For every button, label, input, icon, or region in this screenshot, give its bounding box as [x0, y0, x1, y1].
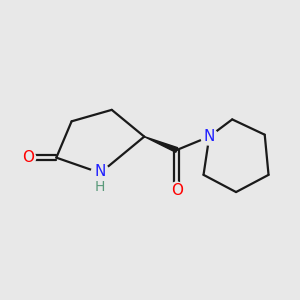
Text: O: O: [22, 150, 34, 165]
Text: N: N: [94, 164, 106, 178]
Circle shape: [91, 164, 110, 182]
Text: O: O: [171, 183, 183, 198]
Circle shape: [201, 128, 218, 145]
Polygon shape: [144, 136, 178, 152]
Text: N: N: [204, 129, 215, 144]
Circle shape: [169, 182, 185, 198]
Circle shape: [20, 150, 36, 166]
Text: H: H: [95, 181, 106, 194]
